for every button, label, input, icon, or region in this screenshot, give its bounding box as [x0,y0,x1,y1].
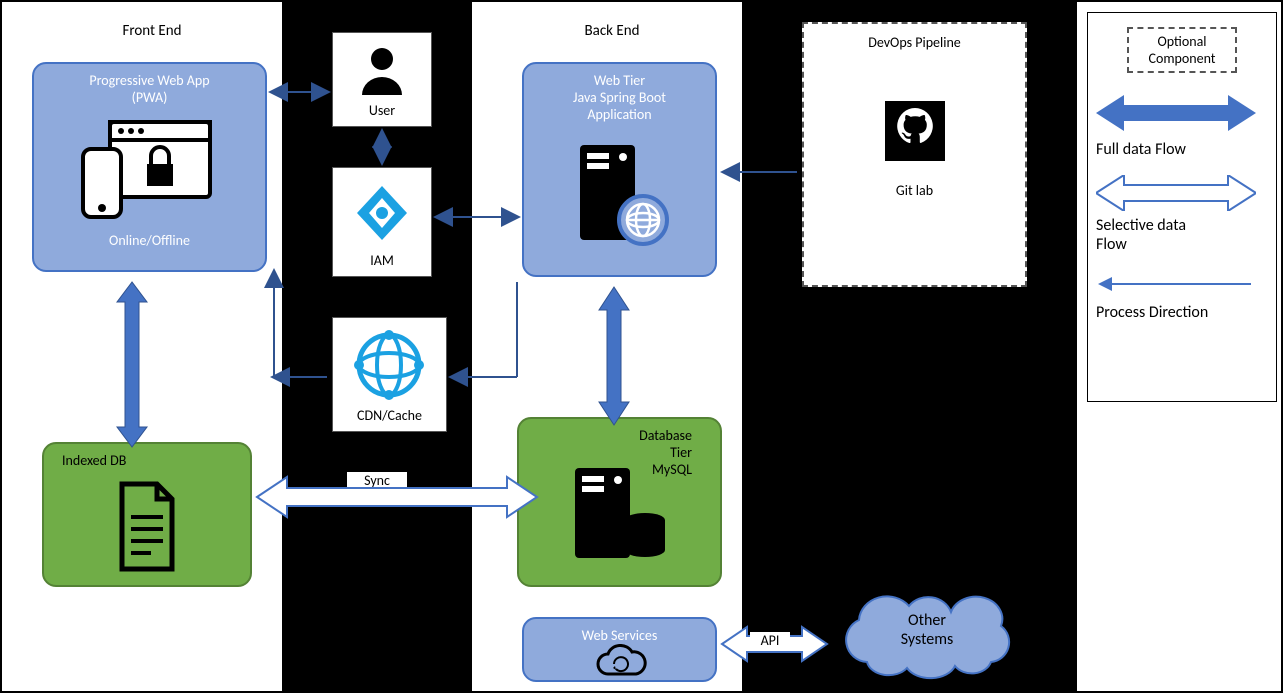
devops-title: DevOps Pipeline [808,34,1021,51]
iam-icon [333,168,431,252]
user-box: User [332,32,432,127]
pwa-footer: Online/Offline [42,232,257,249]
dbtier-line1: Database [527,427,692,444]
other-systems-label1: Other [822,611,1032,630]
iam-box: IAM [332,167,432,277]
cdn-box: CDN/Cache [332,317,447,432]
legend-process-arrow [1096,274,1268,299]
document-icon [52,479,242,578]
legend-box: Optional Component Full data Flow Select… [1087,12,1277,402]
backend-title: Back End [562,22,662,40]
webservices-title: Web Services [532,627,707,644]
other-systems-cloud: Other Systems [822,577,1032,687]
dbtier-box: Database Tier MySQL [517,417,722,587]
indexed-db-box: Indexed DB [42,442,252,587]
webtier-line2: Java Spring Boot [532,89,707,106]
indexed-db-title: Indexed DB [52,452,242,469]
devops-box: DevOps Pipeline Git lab [802,22,1027,287]
frontend-title: Front End [102,22,202,40]
legend-full-arrow [1096,95,1268,136]
legend-selective-arrow [1096,175,1268,216]
cloud-sync-icon [532,644,707,686]
pwa-title: Progressive Web App [42,72,257,89]
webtier-line3: Application [532,106,707,123]
user-label: User [333,102,431,119]
legend-optional-box: Optional Component [1127,27,1237,73]
iam-label: IAM [333,252,431,269]
cdn-icon [333,318,446,407]
pwa-subtitle: (PWA) [42,89,257,106]
legend-selective-label2: Flow [1096,235,1268,254]
legend-process-label: Process Direction [1096,303,1268,322]
webtier-box: Web Tier Java Spring Boot Application [522,62,717,277]
webtier-line1: Web Tier [532,72,707,89]
api-label: API [750,632,790,649]
user-icon [333,33,431,102]
cdn-label: CDN/Cache [333,407,446,424]
legend-optional-label: Optional Component [1148,33,1215,67]
pwa-box: Progressive Web App (PWA) Online/Offline [32,62,267,272]
other-systems-label2: Systems [822,630,1032,649]
legend-selective-label1: Selective data [1096,216,1268,235]
gitlab-label: Git lab [808,182,1021,199]
diagram-canvas: Front End Back End Progressive Web App (… [0,0,1283,693]
server-globe-icon [532,135,707,254]
legend-full-label: Full data Flow [1096,140,1268,159]
github-icon [808,96,1021,170]
webservices-box: Web Services [522,617,717,682]
sync-label: Sync [347,472,407,489]
pwa-icon [42,114,257,228]
